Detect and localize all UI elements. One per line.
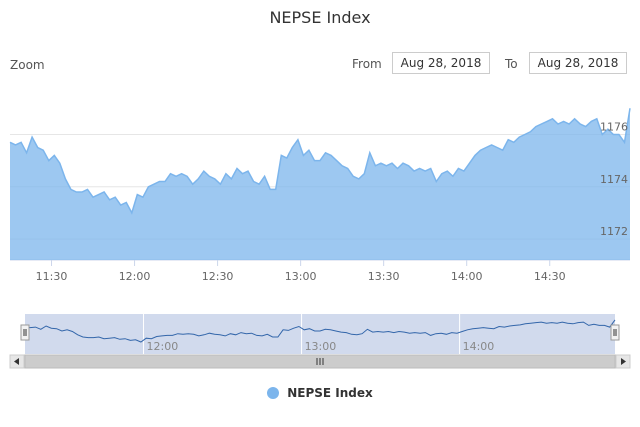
x-tick-label: 14:00 [451, 270, 483, 283]
navigator-tick-label: 14:00 [463, 340, 495, 353]
navigator-tick-label: 13:00 [305, 340, 337, 353]
navigator-series-line [24, 319, 616, 343]
x-tick-label: 12:30 [202, 270, 234, 283]
navigator[interactable]: 12:00 13:00 14:00 [0, 310, 640, 370]
x-tick-label: 14:30 [534, 270, 566, 283]
to-label: To [505, 57, 518, 71]
series-line [9, 108, 631, 215]
scroll-right-arrow[interactable] [615, 354, 631, 369]
navigator-scrollbar[interactable] [9, 354, 631, 369]
navigator-right-handle[interactable] [610, 324, 620, 341]
x-tick-label: 11:30 [36, 270, 68, 283]
x-tick-label: 13:30 [368, 270, 400, 283]
from-label: From [352, 57, 382, 71]
navigator-axis: 12:00 13:00 14:00 [147, 340, 495, 353]
y-tick-label: 1174 [600, 173, 628, 186]
legend-label: NEPSE Index [287, 386, 373, 400]
y-tick-label: 1176 [600, 120, 628, 133]
to-date-input[interactable] [529, 52, 627, 74]
y-axis: 1172 1174 1176 [600, 120, 628, 238]
x-tick-label: 13:00 [285, 270, 317, 283]
navigator-mask [25, 314, 615, 354]
y-tick-label: 1172 [600, 225, 628, 238]
x-tick-label: 12:00 [119, 270, 151, 283]
navigator-gridlines [143, 314, 461, 354]
legend[interactable]: NEPSE Index [0, 386, 640, 400]
legend-marker [267, 387, 280, 399]
series-area [10, 108, 630, 260]
scroll-left-arrow[interactable] [9, 354, 25, 369]
zoom-label: Zoom [10, 58, 45, 72]
x-axis: 11:30 12:00 12:30 13:00 13:30 14:00 14:30 [36, 260, 566, 283]
chart-title: NEPSE Index [269, 8, 371, 27]
from-date-input[interactable] [392, 52, 490, 74]
navigator-left-handle[interactable] [20, 324, 30, 341]
navigator-tick-label: 12:00 [147, 340, 179, 353]
main-chart[interactable]: 11:30 12:00 12:30 13:00 13:30 14:00 14:30 1172… [0, 0, 640, 300]
